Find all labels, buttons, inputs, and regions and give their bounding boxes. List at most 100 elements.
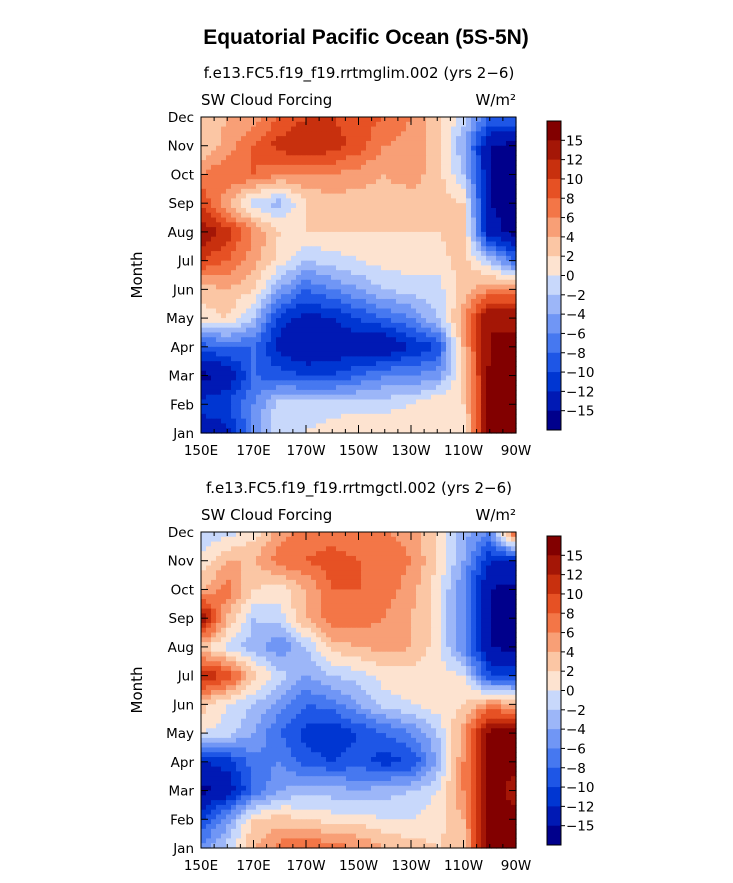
field-cell xyxy=(216,241,222,247)
y-tick-label: Jul xyxy=(177,254,194,270)
field-cell xyxy=(261,227,267,233)
field-cell xyxy=(266,131,272,137)
field-cell xyxy=(391,318,397,324)
field-cell xyxy=(346,198,352,204)
field-cell xyxy=(316,551,322,557)
field-cell xyxy=(366,164,372,171)
field-cell xyxy=(201,365,207,372)
field-cell xyxy=(371,169,377,176)
field-cell xyxy=(406,541,412,547)
field-cell xyxy=(461,212,467,219)
field-cell xyxy=(371,418,377,425)
field-cell xyxy=(341,337,347,343)
field-cell xyxy=(481,126,487,132)
field-cell xyxy=(401,169,407,176)
field-cell xyxy=(241,260,247,267)
field-cell xyxy=(346,188,352,195)
field-cell xyxy=(236,131,242,137)
field-cell xyxy=(481,361,487,367)
field-cell xyxy=(366,198,372,204)
field-cell xyxy=(361,145,367,152)
field-cell xyxy=(376,222,382,228)
field-cell xyxy=(361,346,367,353)
field-cell xyxy=(371,570,377,576)
field-cell xyxy=(251,337,257,343)
field-cell xyxy=(216,160,222,166)
field-cell xyxy=(431,126,437,132)
field-cell xyxy=(361,179,367,185)
field-cell xyxy=(301,385,307,391)
field-cell xyxy=(281,117,287,123)
field-cell xyxy=(251,579,257,586)
field-cell xyxy=(416,423,422,429)
field-cell xyxy=(216,532,222,538)
field-cell xyxy=(336,241,342,247)
field-cell xyxy=(451,361,457,367)
field-cell xyxy=(226,212,232,219)
field-cell xyxy=(461,136,467,142)
field-cell xyxy=(406,255,412,262)
field-cell xyxy=(381,308,387,314)
field-cell xyxy=(391,337,397,343)
field-cell xyxy=(281,298,287,305)
field-cell xyxy=(381,560,387,567)
field-cell xyxy=(271,579,277,586)
field-cell xyxy=(311,551,317,557)
field-cell xyxy=(201,409,207,415)
field-cell xyxy=(466,131,472,137)
field-cell xyxy=(421,555,427,562)
field-cell xyxy=(501,275,507,281)
field-cell xyxy=(471,399,477,405)
field-cell xyxy=(331,418,337,425)
field-cell xyxy=(306,313,312,319)
field-cell xyxy=(241,217,247,223)
field-cell xyxy=(336,155,342,161)
field-cell xyxy=(246,126,252,132)
field-cell xyxy=(436,342,442,348)
field-cell xyxy=(501,570,507,576)
field-cell xyxy=(266,385,272,391)
field-cell xyxy=(211,541,217,547)
field-cell xyxy=(396,394,402,401)
field-cell xyxy=(356,394,362,401)
field-cell xyxy=(316,409,322,415)
field-cell xyxy=(456,270,462,276)
field-cell xyxy=(316,294,322,300)
field-cell xyxy=(366,380,372,386)
field-cell xyxy=(221,212,227,219)
field-cell xyxy=(256,275,262,281)
field-cell xyxy=(466,536,472,543)
field-cell xyxy=(406,207,412,214)
field-cell xyxy=(306,289,312,295)
field-cell xyxy=(466,361,472,367)
field-cell xyxy=(341,346,347,353)
field-cell xyxy=(406,560,412,567)
field-cell xyxy=(366,342,372,348)
field-cell xyxy=(311,150,317,156)
field-cell xyxy=(506,145,512,152)
field-cell xyxy=(311,532,317,538)
colorbar-swatch xyxy=(547,217,561,238)
field-cell xyxy=(251,212,257,219)
field-cell xyxy=(456,303,462,310)
field-cell xyxy=(311,121,317,128)
field-cell xyxy=(386,337,392,343)
field-cell xyxy=(236,217,242,223)
field-cell xyxy=(431,541,437,547)
field-cell xyxy=(236,212,242,219)
field-cell xyxy=(361,188,367,195)
field-cell xyxy=(431,399,437,405)
field-cell xyxy=(331,203,337,209)
field-cell xyxy=(431,236,437,243)
field-cell xyxy=(256,413,262,420)
field-cell xyxy=(381,423,387,429)
field-cell xyxy=(466,313,472,319)
field-cell xyxy=(256,428,262,434)
field-cell xyxy=(351,375,357,381)
field-cell xyxy=(446,284,452,290)
field-cell xyxy=(261,184,267,190)
field-cell xyxy=(506,551,512,557)
field-cell xyxy=(316,260,322,267)
field-cell xyxy=(511,117,517,123)
field-cell xyxy=(411,418,417,425)
